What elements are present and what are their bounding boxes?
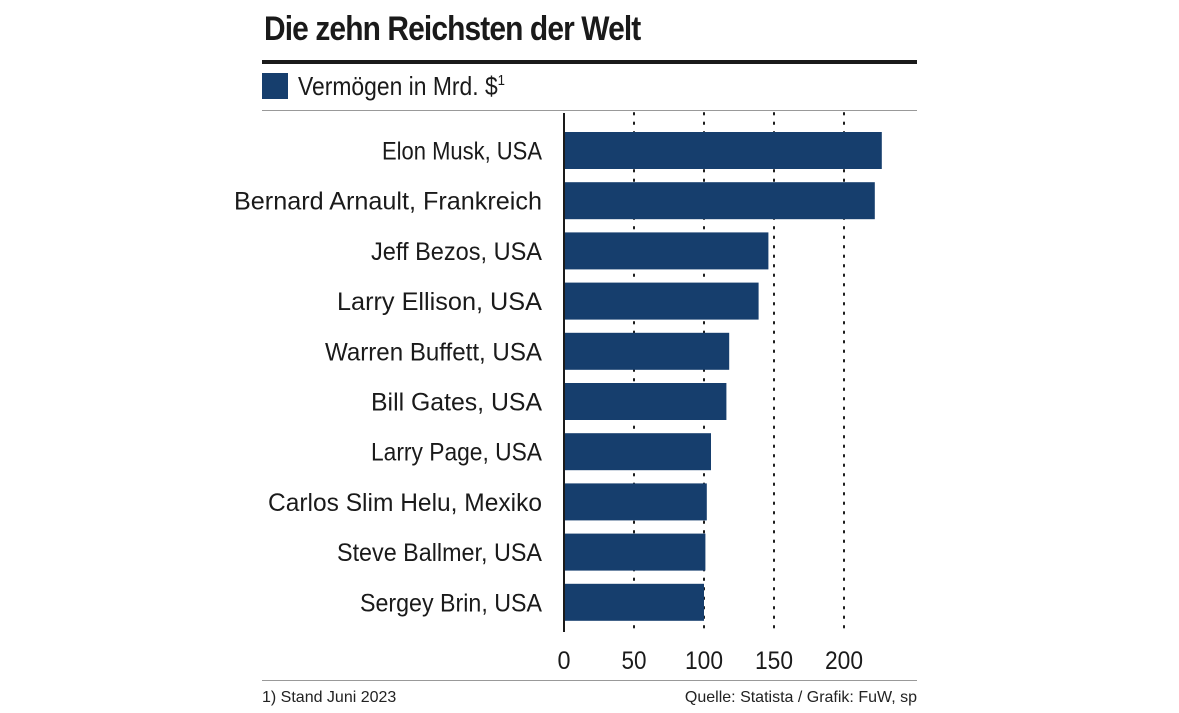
bar xyxy=(564,132,882,169)
bar xyxy=(564,332,730,370)
category-label: Jeff Bezos, USA xyxy=(371,238,542,266)
category-label: Elon Musk, USA xyxy=(382,138,542,166)
bar xyxy=(564,533,706,571)
tick-label: 100 xyxy=(685,647,723,675)
tick-label: 0 xyxy=(558,647,571,675)
category-label: Larry Page, USA xyxy=(371,439,542,467)
legend-footnote-marker: 1 xyxy=(497,71,506,89)
tick-label: 50 xyxy=(622,647,647,675)
legend-swatch xyxy=(262,73,288,99)
legend: Vermögen in Mrd. $1 xyxy=(262,70,533,102)
category-label: Carlos Slim Helu, Mexiko xyxy=(268,489,542,517)
title-divider xyxy=(262,60,917,64)
category-label: Steve Ballmer, USA xyxy=(337,539,542,567)
source-credit: Quelle: Statista / Grafik: FuW, sp xyxy=(684,689,917,706)
bar xyxy=(564,433,711,471)
bar xyxy=(564,583,704,621)
legend-label-text: Vermögen in Mrd. $ xyxy=(298,70,498,101)
bar xyxy=(564,282,759,320)
category-label: Larry Ellison, USA xyxy=(337,288,542,316)
tick-label: 200 xyxy=(825,647,863,675)
category-label: Bill Gates, USA xyxy=(371,389,542,417)
legend-divider xyxy=(262,110,917,111)
bar xyxy=(564,182,875,220)
bar xyxy=(564,232,769,270)
legend-label: Vermögen in Mrd. $1 xyxy=(298,71,505,102)
chart-title: Die zehn Reichsten der Welt xyxy=(264,10,641,48)
category-label: Warren Buffett, USA xyxy=(325,338,542,366)
category-label: Bernard Arnault, Frankreich xyxy=(234,188,542,216)
footer-divider xyxy=(262,680,917,681)
bar xyxy=(564,483,707,521)
tick-label: 150 xyxy=(755,647,793,675)
category-label: Sergey Brin, USA xyxy=(360,589,542,617)
footnote: 1) Stand Juni 2023 xyxy=(262,689,397,706)
bar xyxy=(564,383,727,420)
